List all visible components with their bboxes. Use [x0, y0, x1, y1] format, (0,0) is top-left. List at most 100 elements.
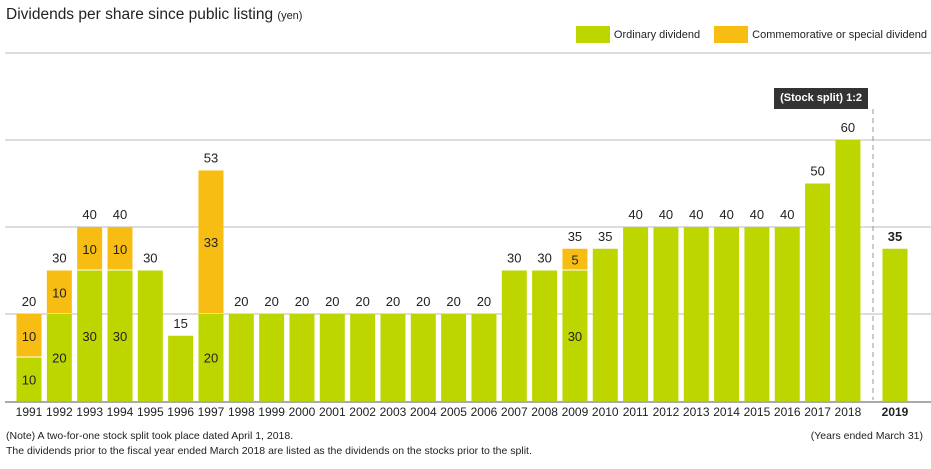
total-label: 30 — [52, 251, 66, 266]
total-label: 15 — [173, 316, 187, 331]
legend-ordinary: Ordinary dividend — [575, 26, 701, 43]
title-text: Dividends per share since public listing — [6, 6, 274, 23]
bar-ordinary — [319, 314, 345, 401]
x-tick-label: 2002 — [349, 405, 376, 419]
bar-ordinary — [562, 270, 588, 401]
x-tick-label: 2014 — [713, 405, 740, 419]
total-label: 40 — [628, 207, 642, 222]
bar-ordinary — [77, 270, 103, 401]
bar-ordinary — [107, 270, 133, 401]
stock-split-annotation: (Stock split) 1:2 — [774, 88, 868, 109]
bar-ordinary — [882, 248, 908, 401]
total-label: 40 — [82, 207, 96, 222]
bar-ordinary — [471, 314, 497, 401]
x-tick-label: 1999 — [258, 405, 285, 419]
legend-special: Commemorative or special dividend — [714, 26, 927, 43]
x-tick-label: 2000 — [289, 405, 316, 419]
x-tick-label: 2010 — [592, 405, 619, 419]
total-label: 20 — [295, 294, 309, 309]
x-tick-label: 2007 — [501, 405, 528, 419]
total-label: 30 — [537, 251, 551, 266]
segment-label: 5 — [571, 253, 578, 268]
total-label: 50 — [810, 164, 824, 179]
bar-ordinary — [623, 227, 649, 401]
segment-label: 10 — [22, 329, 36, 344]
total-label: 20 — [234, 294, 248, 309]
bar-ordinary — [46, 314, 72, 401]
bar-special — [46, 270, 72, 313]
bar-ordinary — [410, 314, 436, 401]
bar-ordinary — [592, 248, 618, 401]
x-tick-label: 1992 — [46, 405, 73, 419]
chart-title: Dividends per share since public listing… — [6, 6, 302, 24]
total-label: 40 — [659, 207, 673, 222]
bar-special — [77, 227, 103, 270]
x-tick-label: 2006 — [471, 405, 498, 419]
note-line-2: The dividends prior to the fiscal year e… — [6, 445, 532, 457]
bar-special — [562, 248, 588, 270]
total-label: 40 — [750, 207, 764, 222]
x-tick-label: 1994 — [107, 405, 134, 419]
x-tick-label: 2016 — [774, 405, 801, 419]
bar-ordinary — [774, 227, 800, 401]
x-tick-label: 2011 — [623, 405, 649, 419]
bar-ordinary — [805, 183, 831, 401]
total-label: 20 — [264, 294, 278, 309]
bar-ordinary — [198, 314, 224, 401]
total-label: 20 — [446, 294, 460, 309]
total-label: 20 — [325, 294, 339, 309]
legend-label: Ordinary dividend — [613, 28, 701, 41]
bar-ordinary — [501, 270, 527, 401]
segment-label: 10 — [82, 242, 96, 257]
segment-label: 10 — [113, 242, 127, 257]
bar-ordinary — [228, 314, 254, 401]
bar-ordinary — [350, 314, 376, 401]
x-tick-label: 2003 — [380, 405, 407, 419]
legend-label: Commemorative or special dividend — [752, 28, 927, 41]
bar-special — [198, 170, 224, 313]
segment-label: 10 — [22, 372, 36, 387]
x-tick-label: 2018 — [835, 405, 862, 419]
x-tick-label: 2012 — [653, 405, 680, 419]
bar-ordinary — [683, 227, 709, 401]
x-tick-label: 2001 — [319, 405, 346, 419]
x-tick-label: 2017 — [804, 405, 831, 419]
x-tick-label: 2008 — [531, 405, 558, 419]
x-tick-label: 2004 — [410, 405, 437, 419]
segment-label: 30 — [568, 329, 582, 344]
bar-ordinary — [744, 227, 770, 401]
bar-ordinary — [653, 227, 679, 401]
note-line-1: (Note) A two-for-one stock split took pl… — [6, 430, 294, 442]
bar-ordinary — [168, 335, 194, 401]
x-tick-label: 1996 — [167, 405, 194, 419]
total-label: 60 — [841, 120, 855, 135]
total-label: 53 — [204, 150, 218, 165]
x-tick-label: 1991 — [16, 405, 43, 419]
bar-special — [16, 314, 42, 357]
segment-label: 20 — [52, 351, 66, 366]
x-tick-label: 1997 — [198, 405, 225, 419]
total-label: 35 — [888, 229, 902, 244]
x-tick-label: 1993 — [76, 405, 103, 419]
bar-ordinary — [532, 270, 558, 401]
total-label: 35 — [568, 229, 582, 244]
bar-ordinary — [289, 314, 315, 401]
segment-label: 30 — [113, 329, 127, 344]
total-label: 20 — [477, 294, 491, 309]
x-tick-label: 2019 — [882, 405, 909, 419]
legend-swatch-special — [714, 26, 749, 43]
total-label: 30 — [143, 251, 157, 266]
x-tick-label: 1995 — [137, 405, 164, 419]
segment-label: 33 — [204, 235, 218, 250]
segment-label: 10 — [52, 285, 66, 300]
bar-ordinary — [137, 270, 163, 401]
total-label: 20 — [386, 294, 400, 309]
segment-label: 30 — [82, 329, 96, 344]
total-label: 40 — [113, 207, 127, 222]
total-label: 20 — [355, 294, 369, 309]
total-label: 40 — [780, 207, 794, 222]
total-label: 20 — [22, 294, 36, 309]
years-ended-label: (Years ended March 31) — [810, 430, 923, 442]
total-label: 35 — [598, 229, 612, 244]
